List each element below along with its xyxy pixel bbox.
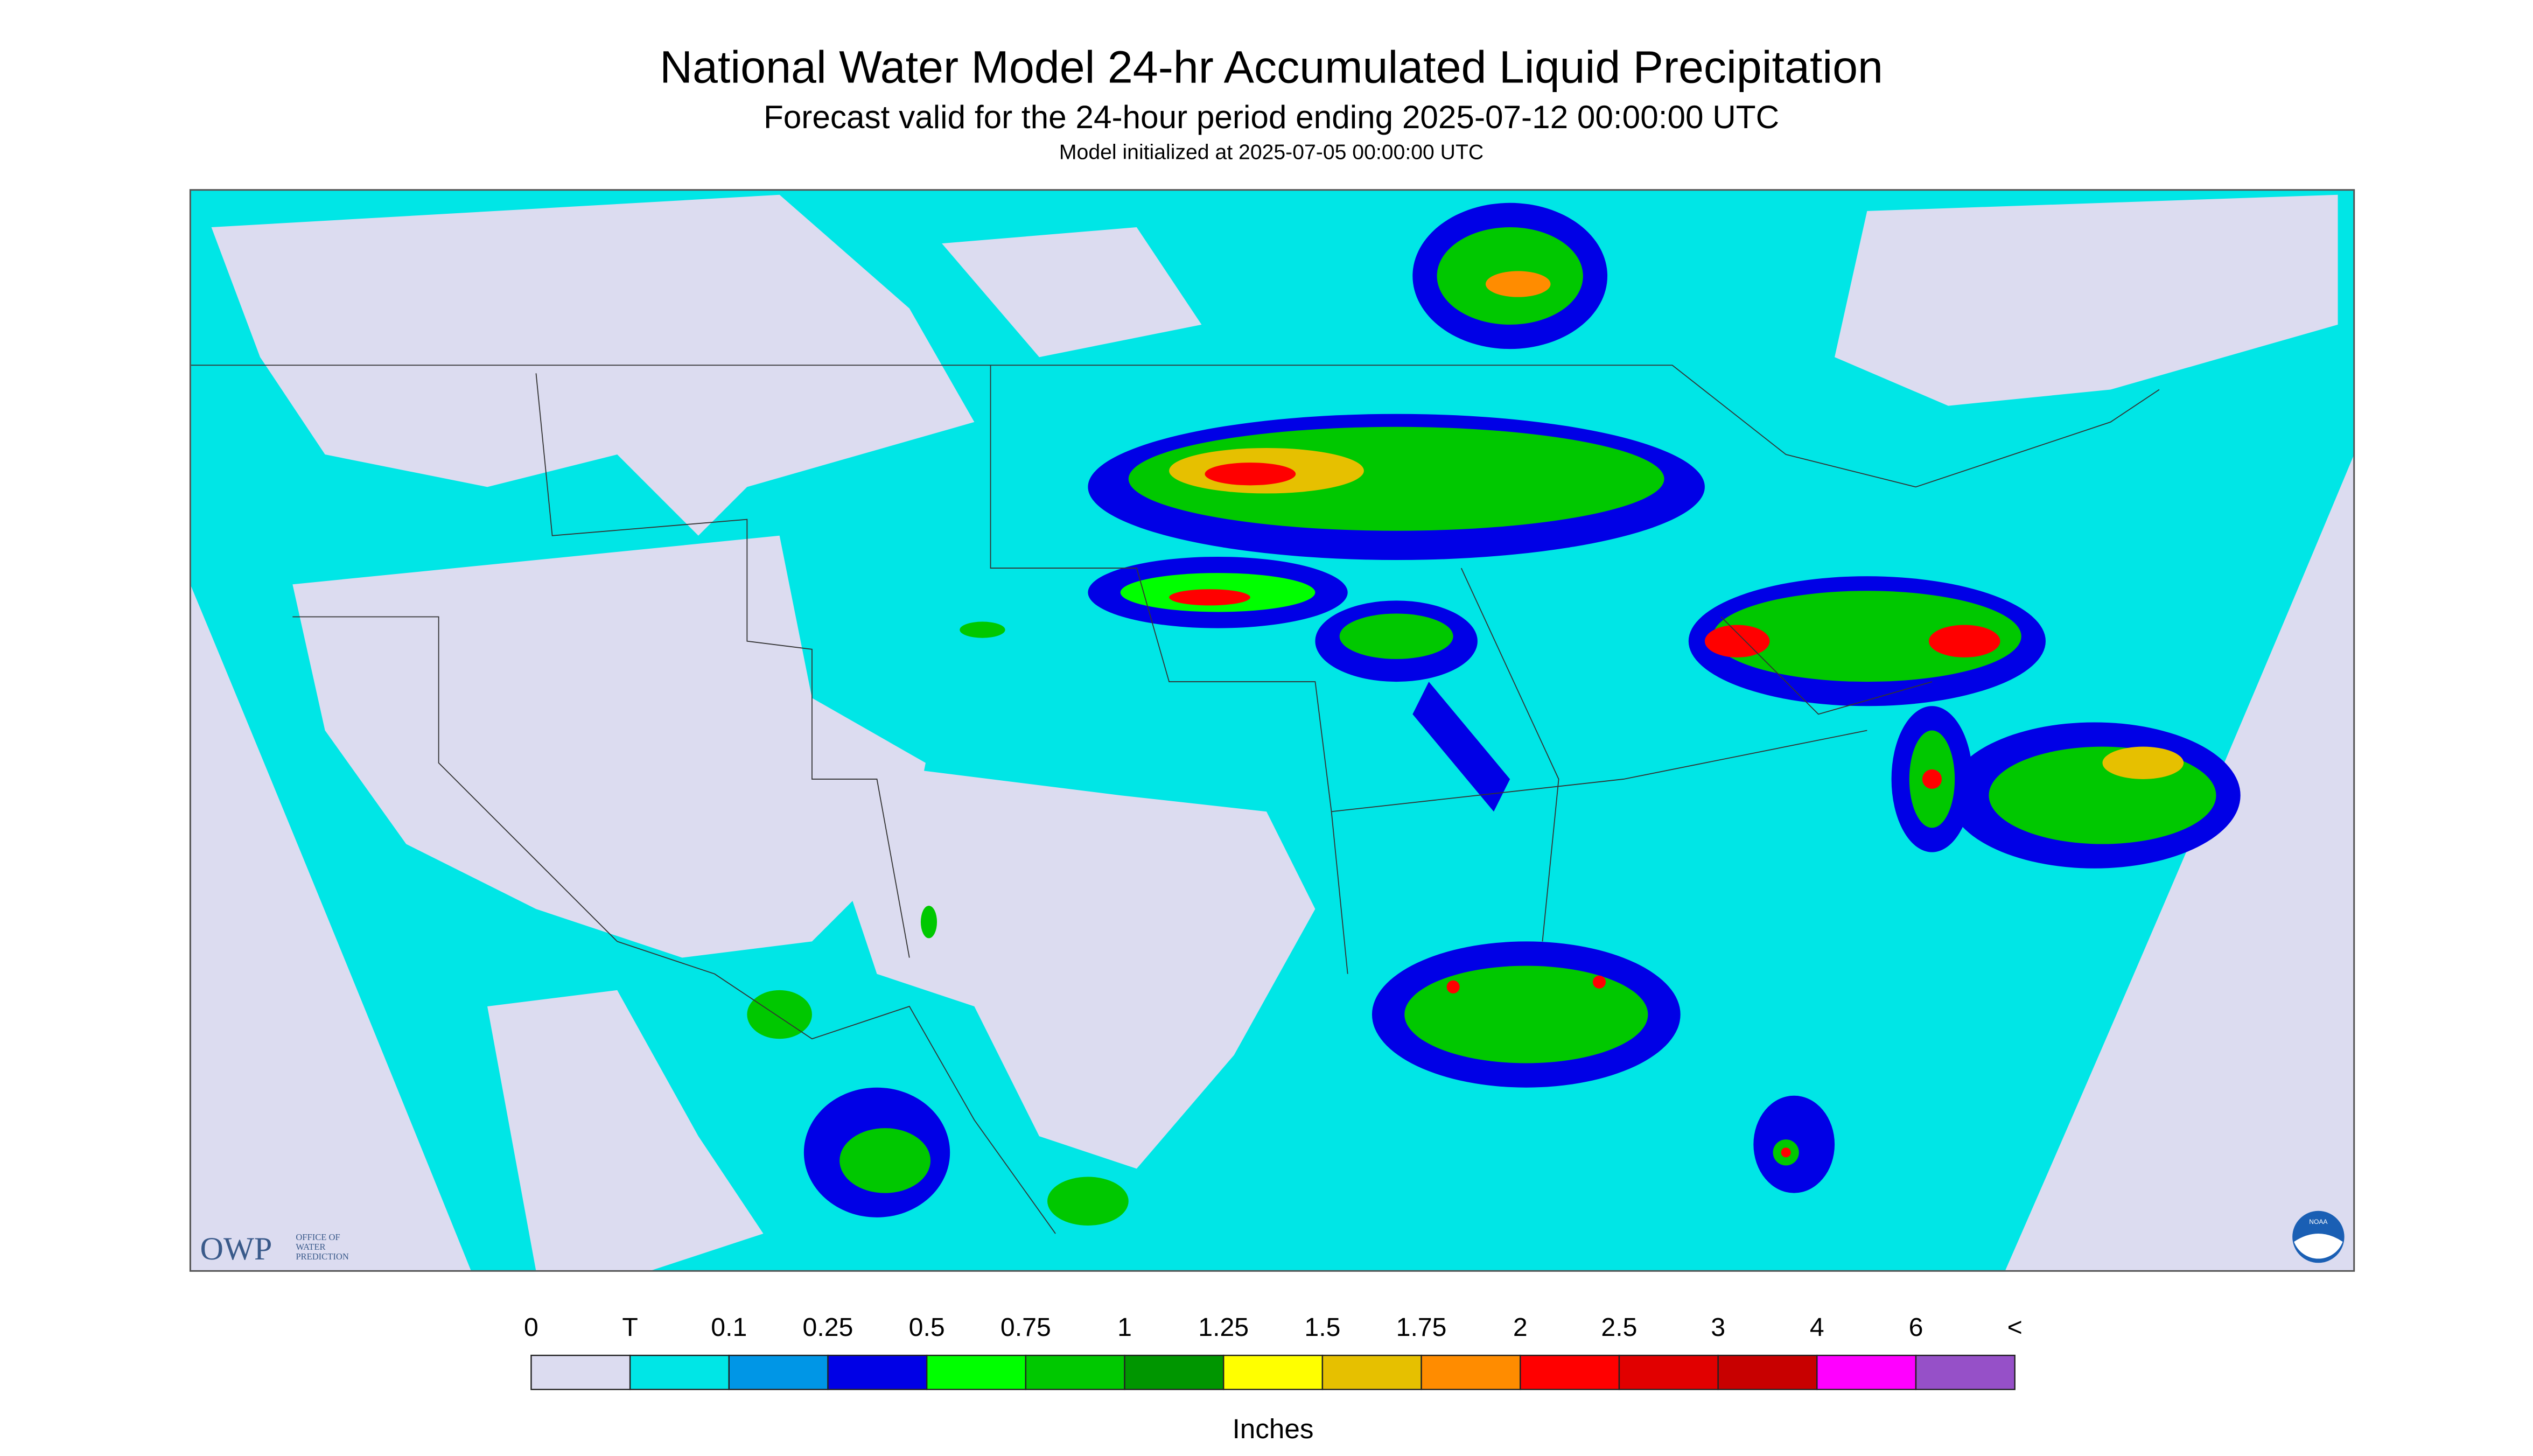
noaa-wave [2294,1234,2343,1259]
legend-swatch [728,1354,829,1390]
legend-label: 0.1 [711,1313,747,1342]
legend-label: 1.75 [1396,1313,1447,1342]
legend-swatch [1124,1354,1224,1390]
legend-label: T [622,1313,638,1342]
legend-label: 0.75 [1000,1313,1051,1342]
title: National Water Model 24-hr Accumulated L… [660,42,1883,93]
legend-label: 0 [524,1313,538,1342]
legend: 0 T 0.1 0.25 0.5 0.75 1 1.25 1.5 1.75 2 2.5 3 4 6 < [524,1313,2023,1390]
legend-swatch [926,1354,1027,1390]
legend-swatch [1717,1354,1818,1390]
legend-swatch [1421,1354,1521,1390]
legend-swatch [1520,1354,1620,1390]
legend-label: 0.5 [909,1313,945,1342]
legend-unit: Inches [1233,1413,1314,1444]
owp-logo-line: OFFICE OF [296,1232,340,1242]
legend-label: 6 [1909,1313,1923,1342]
owp-logo-line: PREDICTION [296,1251,348,1262]
noaa-text: NOAA [2309,1218,2328,1226]
owp-logo: OWP [200,1231,272,1267]
dry-areas [211,194,2338,1271]
map-frame [189,189,2355,1272]
legend-label: 1.5 [1304,1313,1340,1342]
legend-label: 3 [1711,1313,1725,1342]
subtitle: Forecast valid for the 24-hour period en… [764,99,1779,135]
legend-swatch [1618,1354,1719,1390]
legend-swatch [1321,1354,1422,1390]
legend-label: < [2007,1313,2023,1342]
borders [190,365,2160,1234]
legend-label: 4 [1810,1313,1824,1342]
legend-swatch [827,1354,928,1390]
legend-swatch [1816,1354,1917,1390]
legend-swatch [629,1354,730,1390]
legend-label: 1 [1117,1313,1132,1342]
legend-swatch [1915,1354,2016,1390]
rain-cells [747,202,2241,1226]
legend-swatch [530,1354,631,1390]
legend-label: 2.5 [1601,1313,1637,1342]
legend-label: 0.25 [803,1313,853,1342]
init-time: Model initialized at 2025-07-05 00:00:00… [1059,141,1484,164]
legend-swatch [1025,1354,1125,1390]
legend-swatch [1223,1354,1324,1390]
legend-label: 1.25 [1198,1313,1249,1342]
legend-label: 2 [1513,1313,1528,1342]
owp-logo-line: WATER [296,1242,326,1252]
